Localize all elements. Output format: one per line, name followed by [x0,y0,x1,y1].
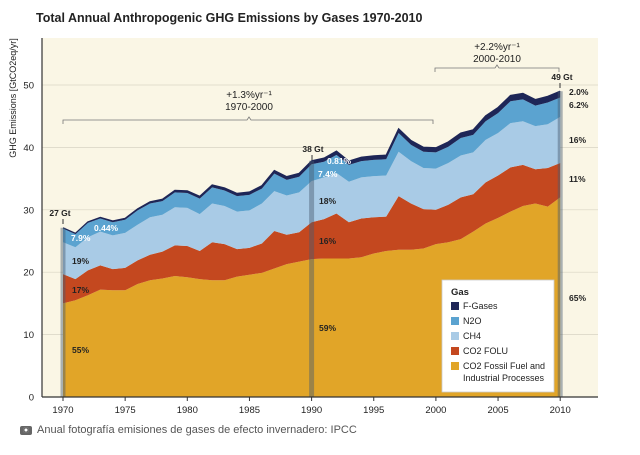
growth-rate-2: +2.2%yr⁻¹ [474,42,520,53]
area-series-3 [63,97,561,248]
growth-period-1: 1970-2000 [225,102,273,113]
y-tick-label: 40 [23,143,34,154]
pct-1970-fgases: 0.44% [94,223,119,233]
growth-period-2: 2000-2010 [473,54,521,65]
pct-2010-fossil: 65% [569,293,586,303]
total-1990: 38 Gt [302,144,323,154]
pct-1970-folu: 17% [72,285,89,295]
legend-label-fossil-1: CO2 Fossil Fuel and [463,361,545,371]
y-tick-label: 10 [23,330,34,341]
legend-swatch-fossil [451,362,459,370]
y-tick-label: 20 [23,268,34,279]
y-axis-title: GHG Emissions [GtCO2eq/yr] [8,38,18,158]
x-tick-label: 1975 [115,405,136,416]
growth-rate-1: +1.3%yr⁻¹ [226,90,272,101]
caption-text: Anual fotografía emisiones de gases de e… [37,424,357,436]
highlight-bar-1970 [60,227,66,397]
highlight-bar-2010 [557,91,563,398]
y-tick-label: 0 [29,393,34,404]
x-tick-label: 1970 [52,405,73,416]
area-series-2 [63,116,561,280]
x-tick-label: 1980 [177,405,198,416]
legend-title: Gas [451,287,469,298]
legend-swatch-n2o [451,317,459,325]
pct-2010-folu: 11% [569,174,586,184]
pct-1990-fgases: 0.81% [327,156,352,166]
legend-label-fossil-2: Industrial Processes [463,373,545,383]
image-caption: Anual fotografía emisiones de gases de e… [20,424,357,436]
y-tick-label: 50 [23,81,34,92]
x-tick-label: 2005 [487,405,508,416]
camera-icon [20,425,32,435]
brace-2000-2010 [434,64,560,72]
pct-2010-n2o: 6.2% [569,100,589,110]
x-tick-label: 1985 [239,405,260,416]
chart-title: Total Annual Anthropogenic GHG Emissions… [36,11,422,25]
area-series-0 [63,197,561,397]
x-tick-label: 1995 [363,405,384,416]
area-series-1 [63,163,561,304]
legend-swatch-folu [451,347,459,355]
legend-label-ch4: CH4 [463,331,481,341]
total-outline [62,90,561,234]
legend-box [441,279,555,393]
pct-1970-ch4: 19% [72,256,89,266]
area-series-4 [63,91,561,235]
pct-1970-fossil: 55% [72,345,89,355]
x-tick-label: 2010 [550,405,571,416]
pct-2010-fgases: 2.0% [569,87,589,97]
total-1970: 27 Gt [49,208,70,218]
pct-1990-n2o: 7.4% [318,169,338,179]
legend: Gas F-Gases N2O CH4 CO2 FOLU CO2 Fossil … [441,279,555,393]
total-2010: 49 Gt [551,72,572,82]
brace-1970-2000 [62,116,434,124]
pct-1970-n2o: 7.9% [71,233,91,243]
pct-1990-folu: 16% [319,236,336,246]
x-tick-label: 2000 [425,405,446,416]
pct-1990-ch4: 18% [319,196,336,206]
legend-label-fgases: F-Gases [463,301,498,311]
legend-label-n2o: N2O [463,316,482,326]
legend-label-folu: CO2 FOLU [463,346,508,356]
y-tick-label: 30 [23,205,34,216]
legend-swatch-ch4 [451,332,459,340]
x-tick-label: 1990 [301,405,322,416]
highlight-bar-1990 [309,160,315,397]
pct-1990-fossil: 59% [319,323,336,333]
pct-2010-ch4: 16% [569,135,586,145]
legend-swatch-fgases [451,302,459,310]
